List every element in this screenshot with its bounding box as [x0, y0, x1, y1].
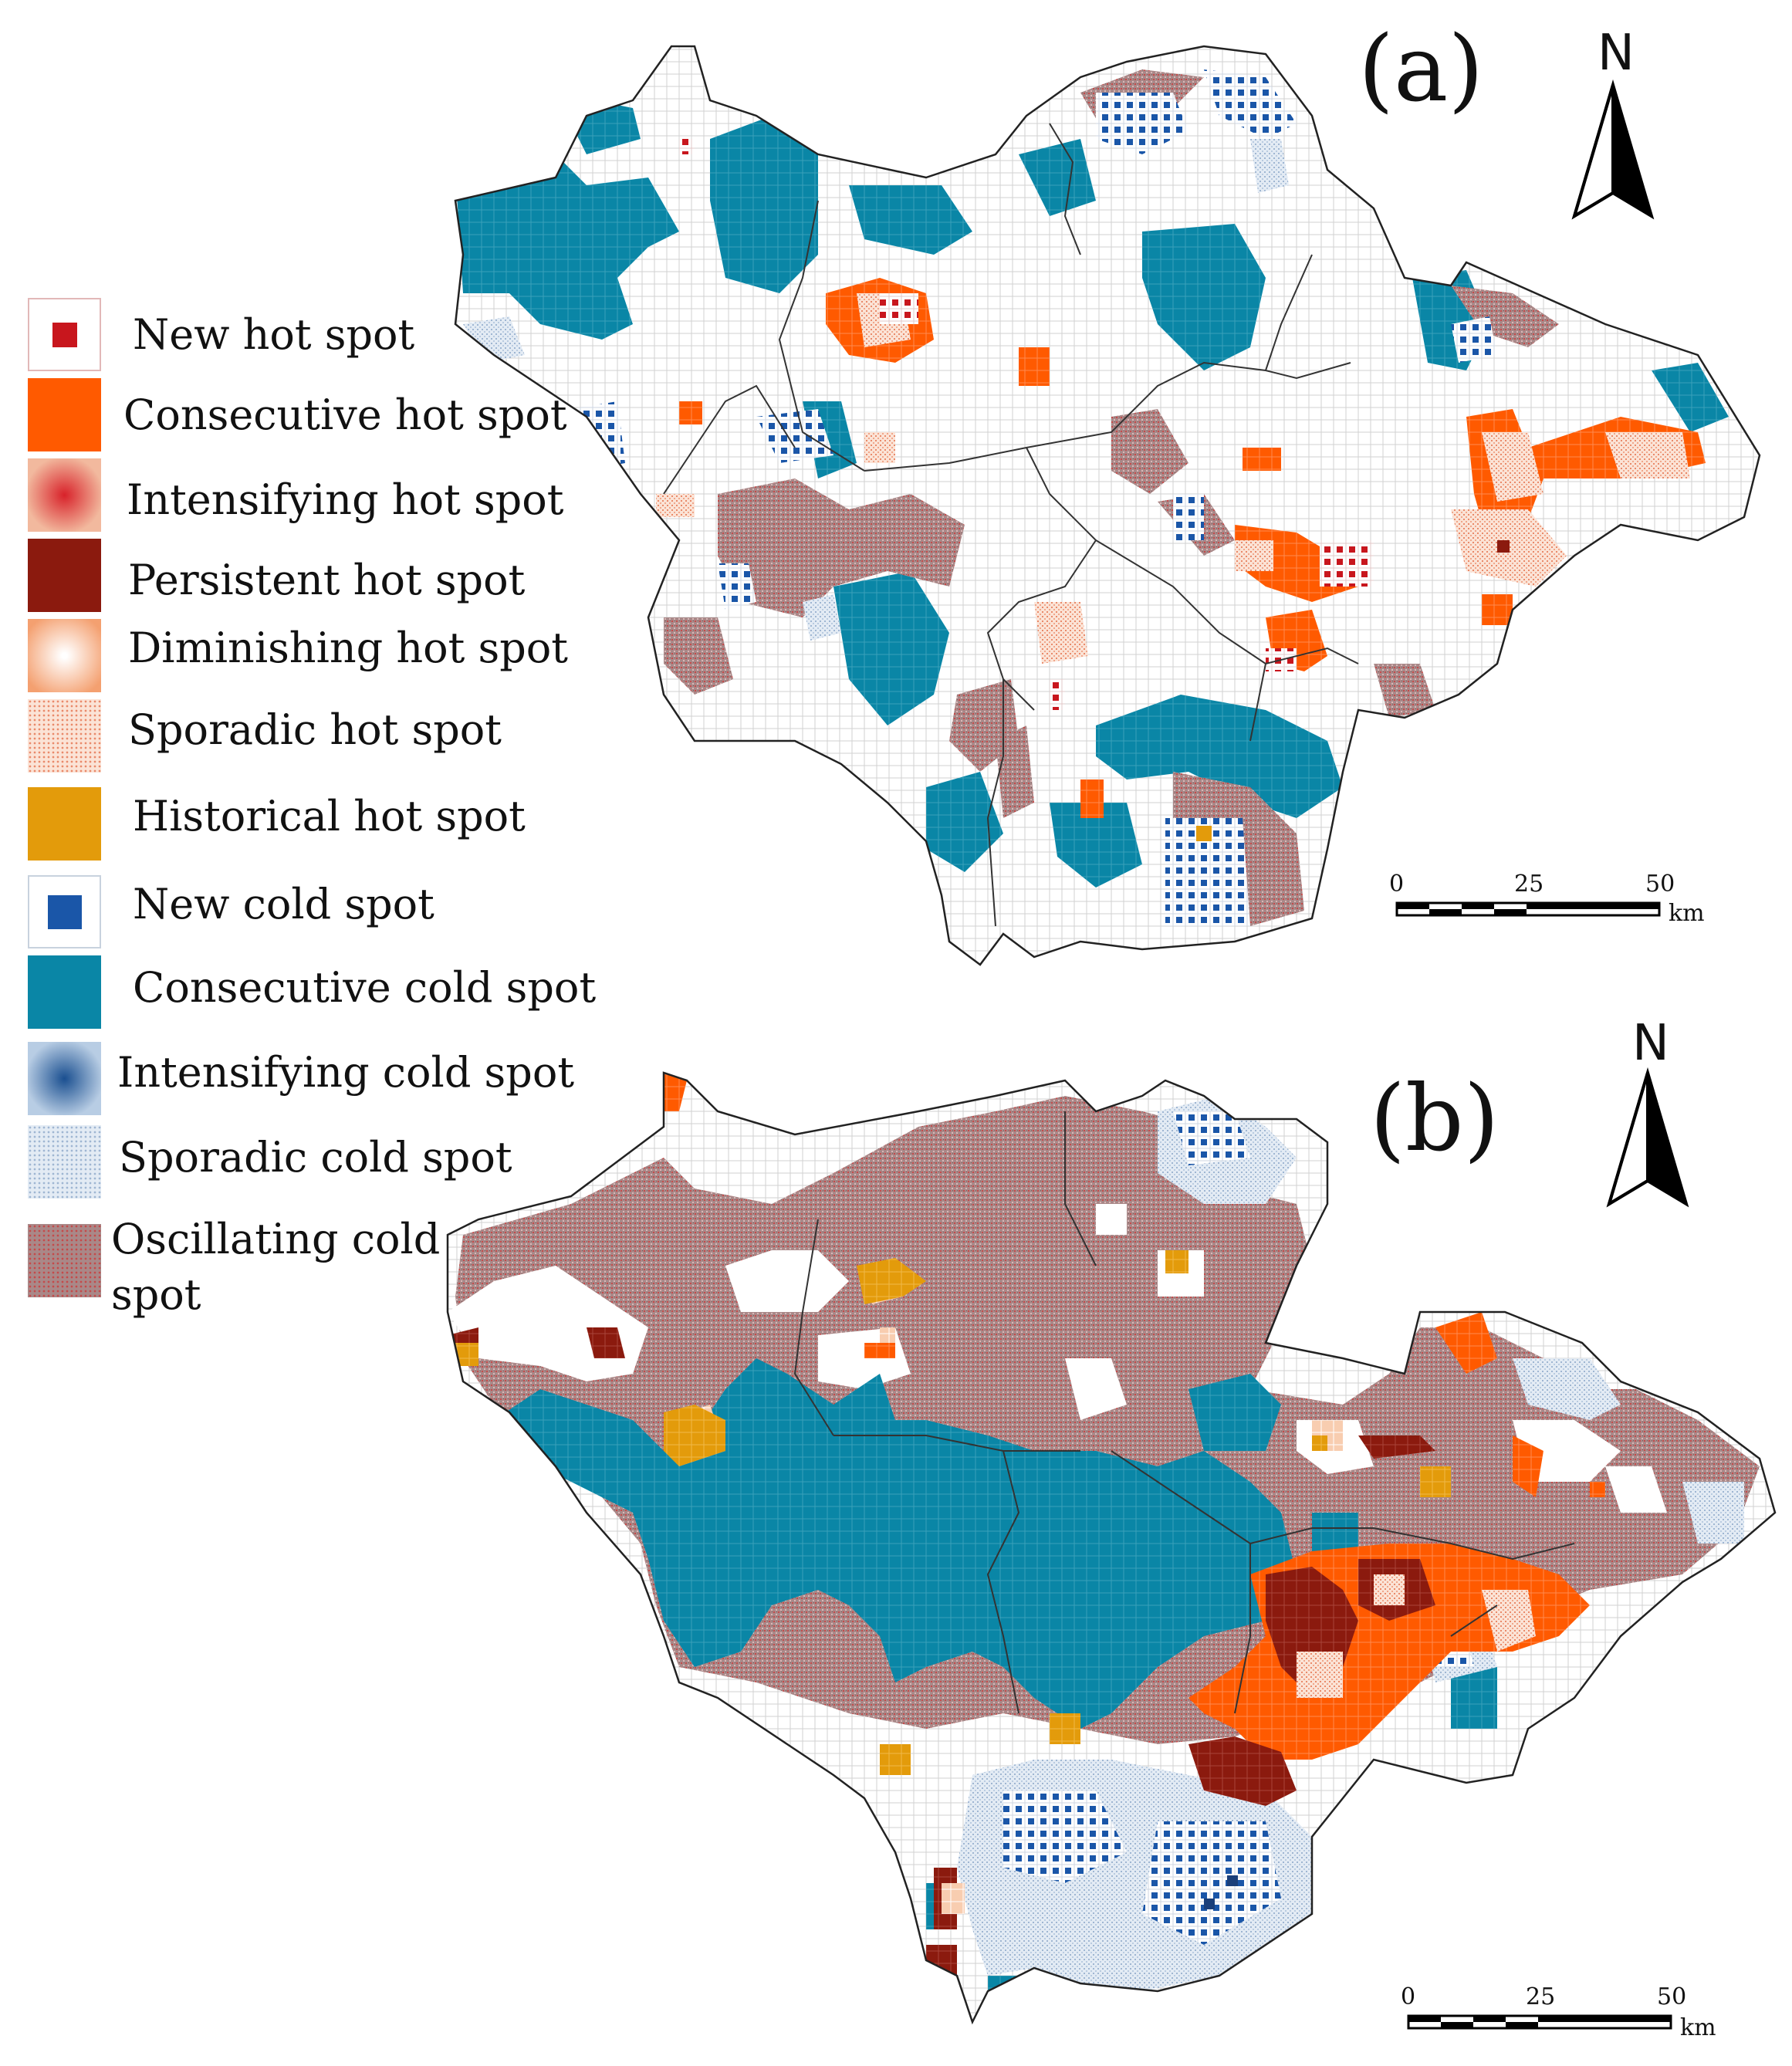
legend-label: Intensifying cold spot [117, 1048, 575, 1097]
admin-boundaries [663, 123, 1359, 927]
region-white-b [448, 1111, 1667, 1721]
legend-item-sporadic-hot-spot: Sporadic hot spot [25, 699, 565, 784]
scale-a-unit: km [1669, 900, 1705, 927]
legend-item-intensifying-cold-spot: Intensifying cold spot [25, 1042, 574, 1127]
legend-item-intensifying-hot-spot: Intensifying hot spot [25, 458, 565, 543]
legend-label: New hot spot [133, 310, 415, 359]
north-label-a: N [1598, 25, 1635, 82]
scale-b-tick-0: 0 [1401, 1983, 1416, 2010]
admin-boundaries-b [793, 1111, 1575, 1714]
outline-b [446, 1071, 1777, 2025]
legend-item-diminishing-hot-spot: Diminishing hot spot [25, 619, 569, 704]
legend-label: New cold spot [133, 880, 434, 928]
legend-item-sporadic-cold-spot: Sporadic cold spot [25, 1125, 565, 1210]
legend-item-persistent-hot-spot: Persistent hot spot [25, 539, 565, 624]
swatch-intensifying-cold-icon [28, 1042, 101, 1115]
north-label-b: N [1632, 1015, 1669, 1072]
scale-bar-b [1407, 2014, 1672, 2030]
legend: New hot spot Consecutive hot spot Intens… [25, 286, 596, 1366]
legend-label: Diminishing hot spot [128, 624, 569, 672]
swatch-persistent-hot-icon [28, 539, 101, 612]
legend-label: Intensifying hot spot [127, 475, 564, 524]
map-b [446, 1071, 1777, 2025]
legend-label: Sporadic cold spot [119, 1133, 512, 1182]
swatch-consecutive-hot-icon [28, 378, 101, 451]
scale-bar-a [1395, 901, 1661, 917]
legend-item-new-cold-spot: New cold spot [25, 875, 565, 960]
cell-intensifying-cold [1227, 1875, 1238, 1886]
swatch-new-cold-icon [28, 875, 101, 948]
legend-item-consecutive-hot-spot: Consecutive hot spot [25, 378, 567, 463]
north-arrow-a-icon [1571, 79, 1655, 220]
legend-item-oscillating-cold-spot: Oscillating cold spot [25, 1209, 565, 1347]
legend-item-new-hot-spot: New hot spot [25, 298, 565, 383]
scale-b-tick-50: 50 [1657, 1983, 1687, 2010]
swatch-sporadic-cold-icon [28, 1125, 101, 1199]
scale-a-tick-25: 25 [1514, 871, 1544, 898]
north-arrow-b-icon [1606, 1067, 1689, 1208]
swatch-intensifying-hot-icon [28, 458, 101, 532]
legend-label: Consecutive cold spot [133, 963, 597, 1012]
scale-b-tick-25: 25 [1526, 1983, 1556, 2010]
legend-label: Oscillating cold [111, 1215, 441, 1263]
legend-label: Historical hot spot [133, 792, 526, 840]
legend-item-historical-hot-spot: Historical hot spot [25, 787, 565, 872]
region-consecutive-cold-b [494, 1080, 1497, 2014]
region-sporadic-cold-b [957, 1096, 1744, 1991]
swatch-oscillating-cold-icon [28, 1224, 101, 1297]
legend-item-consecutive-cold-spot: Consecutive cold spot [25, 955, 596, 1040]
scale-b-unit: km [1680, 2014, 1716, 2041]
legend-label: Consecutive hot spot [123, 391, 567, 439]
region-sporadic-hot-b [1297, 1574, 1536, 1698]
swatch-consecutive-cold-icon [28, 955, 101, 1029]
panel-label-a: (a) [1358, 15, 1484, 122]
panel-label-b: (b) [1370, 1065, 1500, 1172]
scale-a-tick-0: 0 [1389, 871, 1405, 898]
cell-historical [1196, 826, 1212, 841]
cell-intensifying-cold [1204, 1899, 1215, 1909]
cell-persistent [1497, 540, 1510, 553]
swatch-historical-hot-icon [28, 787, 101, 861]
swatch-sporadic-hot-icon [28, 699, 101, 773]
swatch-new-hot-icon [28, 298, 101, 371]
legend-label: Sporadic hot spot [128, 705, 502, 754]
region-new-cold-b [1003, 1111, 1474, 1945]
legend-label: Persistent hot spot [128, 556, 526, 604]
scale-a-tick-50: 50 [1645, 871, 1675, 898]
swatch-diminishing-hot-icon [28, 619, 101, 692]
outline-a [454, 45, 1761, 966]
legend-label-line2: spot [111, 1270, 201, 1319]
